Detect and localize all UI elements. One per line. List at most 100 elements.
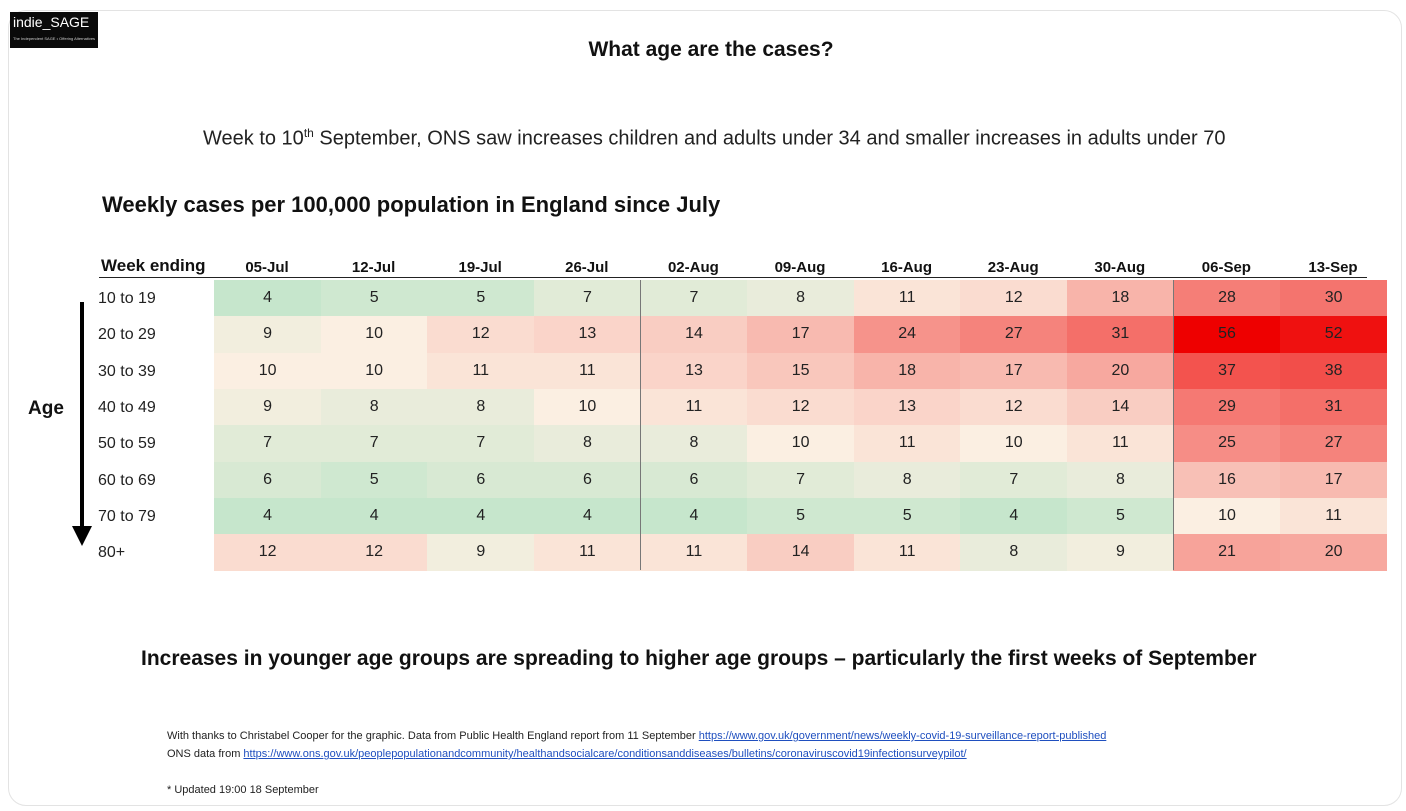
heatmap-cell: 9 <box>427 534 535 571</box>
ons-data-link[interactable]: https://www.ons.gov.uk/peoplepopulationa… <box>243 748 967 760</box>
heatmap-cell: 18 <box>1066 280 1174 317</box>
row-label: 80+ <box>98 544 126 562</box>
footnote-ons: ONS data from <box>167 748 244 760</box>
heatmap-cell: 8 <box>1066 461 1174 499</box>
heatmap-cell: 18 <box>853 352 961 390</box>
heatmap-cell: 11 <box>1280 497 1388 535</box>
heatmap-cell: 56 <box>1173 316 1281 354</box>
updated-note: * Updated 19:00 18 September <box>167 784 319 796</box>
heatmap-cell: 9 <box>1066 534 1174 571</box>
heatmap-cell: 5 <box>427 280 535 317</box>
heatmap-cell: 31 <box>1280 388 1388 426</box>
column-divider <box>1173 280 1175 570</box>
column-header: 26-Jul <box>565 259 609 276</box>
heatmap-cell: 17 <box>960 352 1068 390</box>
heatmap-cell: 11 <box>427 352 535 390</box>
heatmap-cell: 10 <box>533 388 641 426</box>
heatmap-cell: 12 <box>960 388 1068 426</box>
subtitle: Week to 10th September, ONS saw increase… <box>203 126 1225 151</box>
row-label: 10 to 19 <box>98 290 156 307</box>
footnote-credit: With thanks to Christabel Cooper for the… <box>167 730 699 742</box>
heatmap-cell: 7 <box>427 425 535 463</box>
heatmap-cell: 4 <box>960 497 1068 535</box>
subtitle-post: September, ONS saw increases children an… <box>313 127 1226 150</box>
column-header: 02-Aug <box>667 259 719 276</box>
heatmap-cell: 28 <box>1173 280 1281 317</box>
heatmap-cell: 10 <box>747 425 855 463</box>
column-header: 30-Aug <box>1094 259 1146 276</box>
heatmap-cell: 38 <box>1280 352 1388 390</box>
heatmap-cell: 4 <box>214 497 322 535</box>
heatmap-cell: 10 <box>1173 497 1281 535</box>
heatmap-cell: 8 <box>533 425 641 463</box>
heatmap-cell: 7 <box>960 461 1068 499</box>
column-header: 16-Aug <box>881 259 933 276</box>
heatmap-cell: 11 <box>1066 425 1174 463</box>
heatmap-cell: 4 <box>320 497 428 535</box>
heatmap-cell: 5 <box>747 497 855 535</box>
age-arrow-icon <box>72 302 92 546</box>
column-header: 05-Jul <box>245 259 289 276</box>
column-header: 13-Sep <box>1308 259 1358 276</box>
heatmap-cell: 31 <box>1066 316 1174 354</box>
subtitle-sup: th <box>303 126 314 140</box>
week-ending-label: Week ending <box>101 256 206 275</box>
slide-title: What age are the cases? <box>588 38 834 61</box>
row-label: 20 to 29 <box>98 326 156 344</box>
heatmap-cell: 30 <box>1280 280 1388 317</box>
heatmap-cell: 11 <box>853 425 961 463</box>
heatmap-cell: 4 <box>427 497 535 535</box>
heatmap-cell: 6 <box>640 461 748 499</box>
subtitle-pre: Week to 10 <box>203 127 304 150</box>
heatmap-cell: 8 <box>960 534 1068 571</box>
heatmap-cell: 11 <box>853 280 961 317</box>
heatmap-cell: 25 <box>1173 425 1281 463</box>
heatmap-cell: 4 <box>640 497 748 535</box>
indie-sage-logo: indie_SAGE The Independent SAGE • Offeri… <box>10 12 98 48</box>
footnote-line-2: ONS data from https://www.ons.gov.uk/peo… <box>167 748 967 760</box>
heatmap-cell: 5 <box>853 497 961 535</box>
heatmap-cell: 12 <box>747 388 855 426</box>
heatmap-cell: 20 <box>1066 352 1174 390</box>
heatmap-cell: 24 <box>853 316 961 354</box>
heatmap-cell: 37 <box>1173 352 1281 390</box>
column-header: 23-Aug <box>987 259 1039 276</box>
heatmap-cell: 10 <box>320 316 428 354</box>
heatmap-cell: 7 <box>533 280 641 317</box>
heatmap-cell: 5 <box>320 280 428 317</box>
column-divider <box>640 280 642 570</box>
row-label: 30 to 39 <box>98 362 156 380</box>
heatmap-cell: 27 <box>1280 425 1388 463</box>
heatmap-cell: 20 <box>1280 534 1388 571</box>
header-underline <box>99 277 1367 278</box>
heatmap-cell: 8 <box>427 388 535 426</box>
heatmap-cell: 10 <box>960 425 1068 463</box>
heatmap-cell: 12 <box>214 534 322 571</box>
column-header: 19-Jul <box>458 259 502 276</box>
heatmap-cell: 13 <box>853 388 961 426</box>
heatmap-cell: 21 <box>1173 534 1281 571</box>
heatmap-cell: 8 <box>320 388 428 426</box>
heatmap-cell: 11 <box>640 534 748 571</box>
heatmap-cell: 9 <box>214 316 322 354</box>
heatmap-cell: 4 <box>533 497 641 535</box>
heatmap-cell: 5 <box>320 461 428 499</box>
heatmap-cell: 17 <box>747 316 855 354</box>
heatmap-cell: 10 <box>320 352 428 390</box>
logo-text: indie_SAGE <box>13 14 90 30</box>
table-title: Weekly cases per 100,000 population in E… <box>102 192 721 217</box>
heatmap-cell: 12 <box>960 280 1068 317</box>
heatmap-cell: 14 <box>640 316 748 354</box>
column-header: 09-Aug <box>774 259 826 276</box>
heatmap-cell: 11 <box>640 388 748 426</box>
heatmap-cell: 29 <box>1173 388 1281 426</box>
heatmap-cell: 13 <box>533 316 641 354</box>
heatmap-cell: 8 <box>640 425 748 463</box>
heatmap-cell: 13 <box>640 352 748 390</box>
heatmap-cell: 8 <box>747 280 855 317</box>
row-label: 60 to 69 <box>98 471 156 489</box>
phe-report-link[interactable]: https://www.gov.uk/government/news/weekl… <box>698 730 1107 742</box>
heatmap-cell: 8 <box>853 461 961 499</box>
heatmap-cell: 11 <box>853 534 961 571</box>
heatmap-cell: 10 <box>214 352 322 390</box>
